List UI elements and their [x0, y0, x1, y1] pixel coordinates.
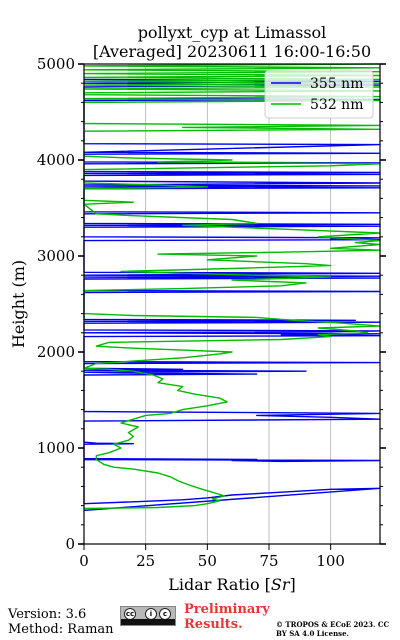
- grid: [145, 64, 332, 544]
- method-label: Method: Raman: [8, 622, 114, 637]
- legend-label-355: 355 nm: [310, 76, 363, 92]
- y-tick-label: 2000: [37, 343, 75, 361]
- series-line-0: [83, 78, 381, 512]
- legend-label-532: 532 nm: [310, 97, 363, 113]
- lidar-ratio-chart: pollyxt_cyp at Limassol [Averaged] 20230…: [9, 23, 386, 594]
- y-tick-label: 0: [65, 535, 75, 553]
- y-tick-label: 5000: [37, 55, 75, 73]
- y-tick-label: 3000: [37, 247, 75, 265]
- cc-by-sa-logo: cc i c: [120, 606, 176, 626]
- license-bar: [121, 619, 175, 625]
- x-tick-label: 50: [198, 552, 217, 570]
- x-tick-label: 100: [316, 552, 345, 570]
- chart-title-line1: pollyxt_cyp at Limassol: [138, 23, 327, 42]
- legend: 355 nm 532 nm: [264, 70, 374, 119]
- chart-title-line2: [Averaged] 20230611 16:00-16:50: [93, 42, 371, 61]
- copyright-note: © TROPOS & ECoE 2023. CC BY SA 4.0 Licen…: [276, 620, 390, 638]
- x-tick-label: 75: [259, 552, 278, 570]
- y-axis-label: Height (m): [9, 260, 28, 348]
- x-tick-label: 0: [79, 552, 89, 570]
- y-tick-label: 4000: [37, 151, 75, 169]
- y-tick-label: 1000: [37, 439, 75, 457]
- version-label: Version: 3.6: [8, 607, 87, 622]
- preliminary-results-note: Preliminary Results.: [184, 602, 270, 632]
- x-tick-label: 25: [136, 552, 155, 570]
- plot-frame: [83, 63, 381, 545]
- series-line-1: [83, 63, 381, 510]
- series-lines: [83, 63, 381, 512]
- x-axis-label: Lidar Ratio [Sr]: [168, 575, 296, 594]
